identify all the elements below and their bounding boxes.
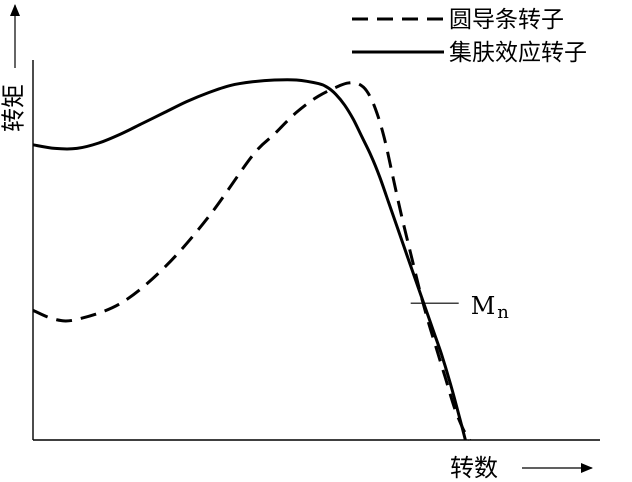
legend: 圆导条转子 集肤效应转子 bbox=[352, 7, 587, 66]
mn-label-subscript: n bbox=[497, 302, 509, 323]
legend-label-series-1: 集肤效应转子 bbox=[449, 40, 587, 66]
series-line-1 bbox=[32, 78, 467, 441]
y-axis-label: 转矩 bbox=[0, 84, 28, 132]
series-line-0 bbox=[32, 81, 472, 441]
mn-label-main: M bbox=[471, 292, 496, 320]
legend-label-series-0: 圆导条转子 bbox=[449, 7, 564, 33]
x-axis-label: 转数 bbox=[450, 454, 498, 482]
